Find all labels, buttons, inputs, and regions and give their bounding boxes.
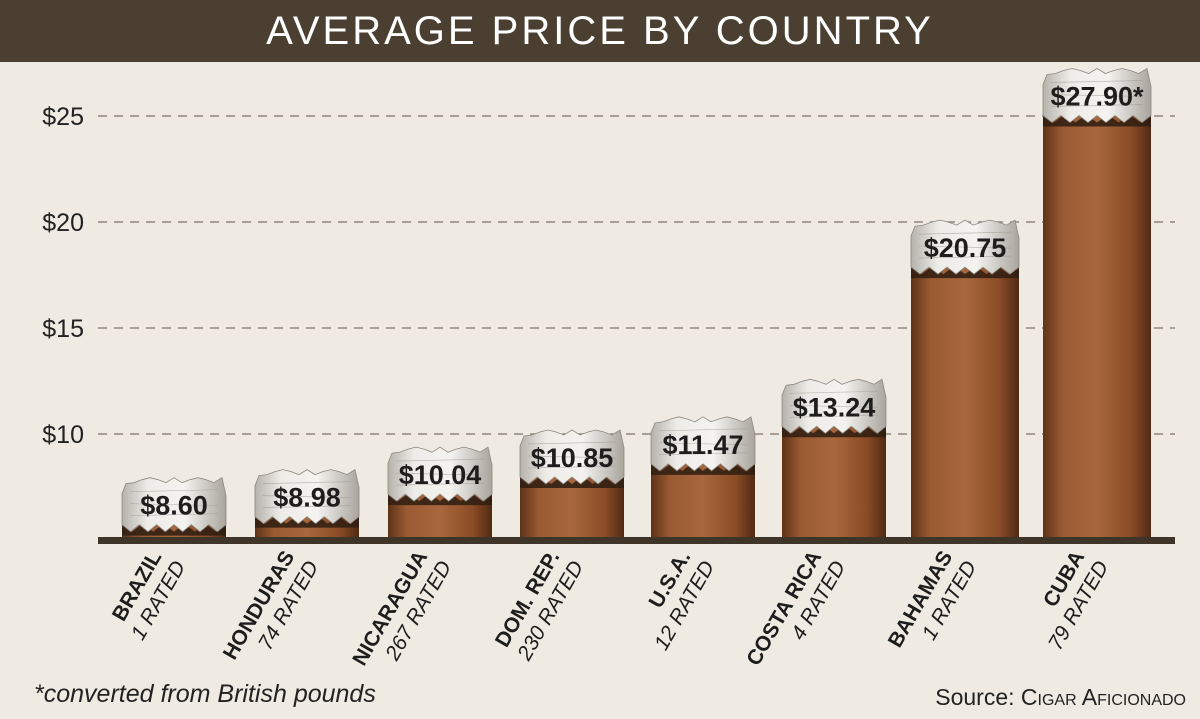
ash-texture (789, 390, 879, 394)
chart-title-bar: AVERAGE PRICE BY COUNTRY (0, 0, 1200, 62)
cigar-bar (387, 446, 493, 540)
cigar-wrapper (1043, 114, 1151, 541)
value-label: $8.98 (273, 483, 341, 513)
burn-ring (911, 266, 1019, 279)
cigar-bar (650, 416, 756, 540)
cigar-bar (910, 219, 1020, 540)
ash-texture (527, 455, 617, 459)
burn-ring (122, 523, 226, 536)
cigar-bar (1042, 67, 1152, 541)
cigar-bar (781, 378, 887, 540)
y-tick-label: $10 (42, 421, 84, 449)
ash-texture (395, 458, 485, 462)
baseline-axis (98, 537, 1175, 544)
ash-texture (1050, 80, 1144, 83)
ash-texture (129, 513, 219, 517)
ash-texture (1050, 94, 1144, 97)
burn-ring (388, 493, 492, 506)
value-label: $10.04 (399, 460, 482, 490)
ash-texture (789, 414, 879, 418)
chart-title: AVERAGE PRICE BY COUNTRY (266, 8, 934, 53)
burn-ring (1043, 114, 1151, 127)
ash-texture (527, 465, 617, 469)
source-prefix: Source: (935, 684, 1021, 710)
burn-ring (782, 425, 886, 438)
ash-texture (658, 428, 748, 432)
value-label: $20.75 (924, 233, 1007, 263)
ash-texture (658, 452, 748, 456)
value-label: $8.60 (140, 491, 208, 521)
value-label: $13.24 (793, 392, 876, 422)
ash-texture (262, 481, 352, 484)
value-label: $27.90* (1050, 82, 1144, 112)
value-label: $10.85 (531, 443, 614, 473)
burn-ring (520, 475, 624, 488)
ash-texture (395, 472, 485, 476)
value-label: $11.47 (662, 430, 743, 460)
burn-ring (255, 515, 359, 528)
ash-texture (1050, 104, 1144, 107)
ash-texture (918, 231, 1012, 235)
ash-texture (527, 441, 617, 445)
ash-texture (129, 503, 219, 507)
ash-texture (918, 245, 1012, 249)
cigar-wrapper (911, 266, 1019, 540)
cigar-bar (254, 468, 360, 540)
cigar-wrapper (782, 425, 886, 540)
burn-ring (651, 462, 755, 475)
cigar-bar (519, 429, 625, 540)
ash-texture (262, 495, 352, 498)
ash-texture (395, 482, 485, 486)
bars-layer (98, 67, 1175, 544)
ash-texture (918, 255, 1012, 259)
y-tick-label: $25 (42, 103, 84, 131)
ash-texture (262, 505, 352, 508)
ash-texture (129, 489, 219, 493)
cigar-wrapper (651, 462, 755, 540)
ash-texture (658, 442, 748, 446)
source-name: Cigar Aficionado (1020, 684, 1186, 710)
source-credit: Source: Cigar Aficionado (935, 684, 1186, 711)
y-tick-label: $15 (42, 315, 84, 343)
cigar-bar (121, 477, 227, 540)
footnote: *converted from British pounds (34, 680, 376, 708)
y-tick-label: $20 (42, 209, 84, 237)
cigar-wrapper (255, 515, 359, 540)
ash-texture (789, 404, 879, 408)
